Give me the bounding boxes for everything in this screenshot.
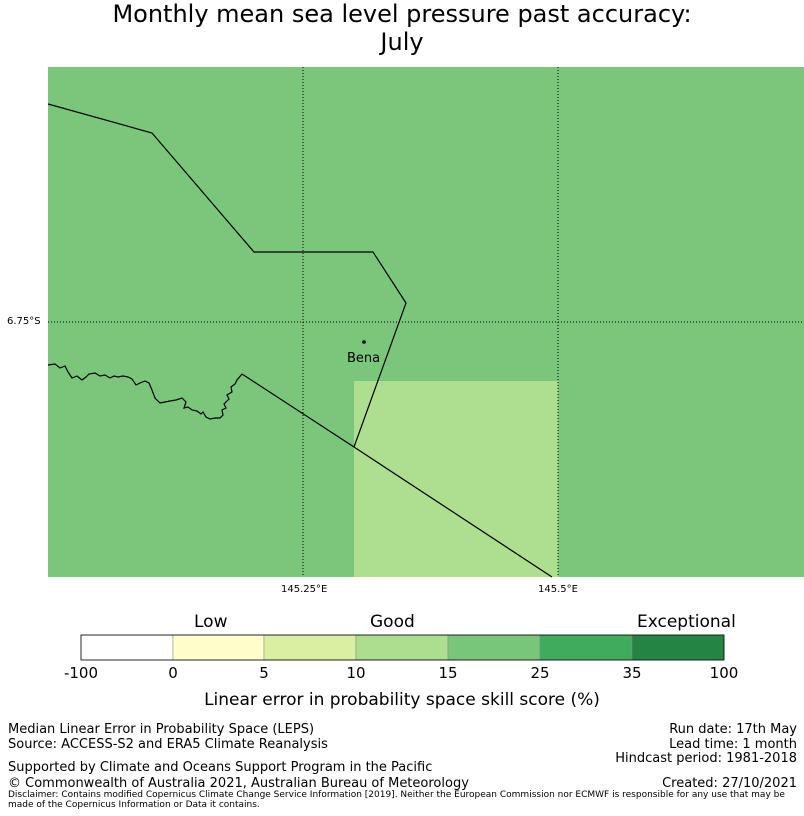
footer-created: Created: 27/10/2021 bbox=[662, 776, 797, 791]
colorbar-title: Linear error in probability space skill … bbox=[204, 690, 600, 710]
colorbar bbox=[80, 634, 725, 661]
tick-label: -100 bbox=[63, 664, 99, 682]
colorbar-segment-1 bbox=[80, 634, 174, 661]
province-boundary bbox=[47, 103, 407, 448]
province-boundary-south bbox=[241, 373, 553, 578]
tick-label: 15 bbox=[438, 664, 458, 682]
footer-disclaimer: Disclaimer: Contains modified Copernicus… bbox=[8, 790, 785, 810]
footer-hindcast: Hindcast period: 1981-2018 bbox=[615, 751, 797, 766]
footer-method: Median Linear Error in Probability Space… bbox=[8, 722, 315, 737]
category-exceptional: Exceptional bbox=[637, 612, 736, 632]
title-line-1: Monthly mean sea level pressure past acc… bbox=[112, 0, 692, 28]
title-line-2: July bbox=[380, 28, 424, 56]
tick-label: 5 bbox=[259, 664, 269, 682]
chart-title: Monthly mean sea level pressure past acc… bbox=[0, 0, 804, 56]
lon-label-2: 145.5°E bbox=[538, 584, 578, 595]
colorbar-segment-5 bbox=[447, 634, 541, 661]
tick-label: 35 bbox=[622, 664, 642, 682]
colorbar-segment-7 bbox=[631, 634, 725, 661]
category-good: Good bbox=[370, 612, 415, 632]
footer-source: Source: ACCESS-S2 and ERA5 Climate Reana… bbox=[8, 737, 328, 752]
tick-label: 10 bbox=[346, 664, 366, 682]
colorbar-segment-3 bbox=[263, 634, 357, 661]
tick-label: 100 bbox=[709, 664, 739, 682]
footer-support: Supported by Climate and Oceans Support … bbox=[8, 760, 433, 775]
tick-label: 0 bbox=[168, 664, 178, 682]
river-coastline bbox=[47, 363, 243, 420]
colorbar-segment-6 bbox=[539, 634, 633, 661]
colorbar-segment-4 bbox=[355, 634, 449, 661]
footer-run-date: Run date: 17th May bbox=[669, 722, 797, 737]
colorbar-segment-2 bbox=[172, 634, 265, 661]
footer-lead-time: Lead time: 1 month bbox=[669, 737, 797, 752]
lower-skill-cell bbox=[354, 381, 558, 577]
tick-label: 25 bbox=[530, 664, 550, 682]
category-low: Low bbox=[194, 612, 228, 632]
footer-copyright: © Commonwealth of Australia 2021, Austra… bbox=[8, 776, 469, 791]
lon-label-1: 145.25°E bbox=[281, 584, 328, 595]
bena-marker bbox=[362, 340, 366, 344]
place-label-bena: Bena bbox=[347, 351, 381, 366]
lat-label: 6.75°S bbox=[7, 316, 41, 327]
colorbar-outline bbox=[80, 634, 725, 661]
